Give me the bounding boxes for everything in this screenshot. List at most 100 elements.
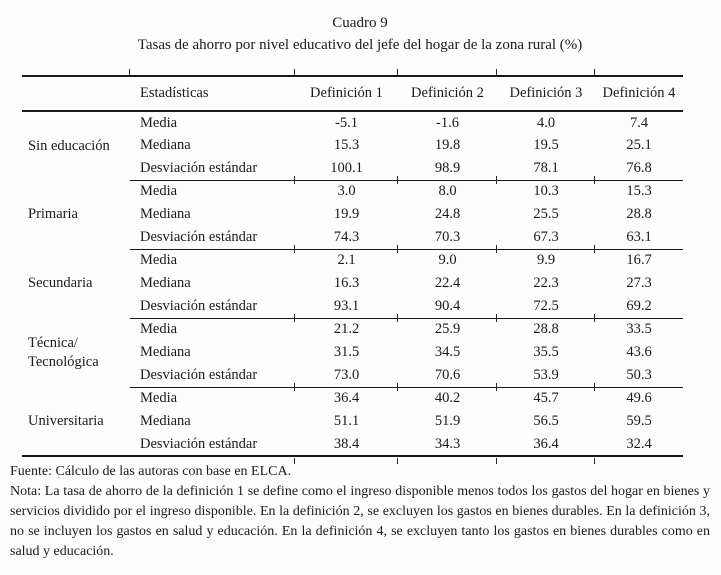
- table-row: Desviación estándar 100.1 98.9 78.1 76.8: [22, 157, 683, 180]
- value-cell: 19.5: [533, 137, 559, 153]
- table-row: Desviación estándar 73.0 70.6 53.9 50.3: [22, 364, 683, 387]
- value-cell: 69.2: [626, 297, 652, 314]
- value-cell: 31.5: [333, 344, 360, 360]
- table-row: Primaria Media 3.0 8.0 10.3 15.3: [22, 176, 683, 222]
- value-cell: 10.3: [496, 176, 595, 203]
- value-cell: 8.0: [397, 176, 497, 203]
- savings-rate-table: Estadísticas Definición 1 Definición 2 D…: [22, 68, 683, 464]
- header-estadisticas: Estadísticas: [129, 68, 295, 112]
- table-row: Mediana 15.3 19.8 19.5 25.1: [22, 134, 683, 157]
- value-cell: 70.3: [434, 228, 461, 245]
- table-row: Mediana 19.9 24.8 25.5 28.8: [22, 203, 683, 226]
- value-cell: 19.9: [333, 206, 360, 222]
- stat-label: Mediana: [140, 275, 191, 291]
- table-row: Desviación estándar 38.4 34.3 36.4 32.4: [22, 433, 683, 464]
- value-cell: 98.9: [434, 159, 461, 176]
- table-row: Técnica/ Tecnológica Media 21.2 25.9 28.…: [22, 314, 683, 370]
- stat-label: Desviación estándar: [140, 435, 258, 452]
- header-definicion-2: Definición 2: [397, 68, 497, 112]
- value-cell: 32.4: [594, 433, 683, 464]
- value-cell: 25.1: [626, 137, 652, 153]
- table-row: Sin educación Media -5.1 -1.6 4.0 7.4: [22, 111, 683, 154]
- value-cell: 9.0: [397, 245, 497, 272]
- value-cell: 16.3: [333, 275, 360, 291]
- header-definicion-3: Definición 3: [496, 68, 595, 112]
- value-cell: 3.0: [294, 176, 398, 203]
- value-cell: 22.4: [434, 275, 461, 291]
- document-page: Cuadro 9 Tasas de ahorro por nivel educa…: [10, 15, 710, 559]
- group-label-sin-educacion: Sin educación: [28, 137, 110, 154]
- value-cell: 19.8: [434, 137, 461, 153]
- value-cell: 74.3: [333, 228, 360, 245]
- stat-label: Media: [130, 248, 295, 272]
- value-cell: 43.6: [626, 344, 652, 360]
- value-cell: 2.1: [294, 245, 398, 272]
- value-cell: 16.7: [594, 245, 683, 272]
- value-cell: 63.1: [626, 228, 652, 245]
- value-cell: 35.5: [533, 344, 559, 360]
- value-cell: 38.4: [294, 433, 398, 464]
- value-cell: 73.0: [333, 366, 360, 383]
- value-cell: 28.8: [626, 206, 652, 222]
- table-row: Universitaria Media 36.4 40.2 45.7 49.6: [22, 383, 683, 429]
- header-row: Estadísticas Definición 1 Definición 2 D…: [22, 68, 683, 112]
- header-definicion-4: Definición 4: [594, 68, 683, 112]
- value-cell: 25.5: [533, 206, 559, 222]
- value-cell: 51.1: [333, 413, 360, 429]
- value-cell: 53.9: [533, 366, 559, 383]
- value-cell: 15.3: [594, 176, 683, 203]
- stat-label: Desviación estándar: [140, 297, 258, 314]
- value-cell: 21.2: [294, 314, 398, 341]
- stat-label: Mediana: [140, 344, 191, 360]
- stat-label: Desviación estándar: [140, 228, 258, 245]
- stat-label: Media: [130, 317, 295, 341]
- header-definicion-1: Definición 1: [294, 68, 398, 112]
- value-cell: -5.1: [335, 114, 358, 131]
- value-cell: 67.3: [533, 228, 559, 245]
- value-cell: 24.8: [434, 206, 461, 222]
- table-row: Mediana 31.5 34.5 35.5 43.6: [22, 341, 683, 364]
- value-cell: 40.2: [397, 383, 497, 410]
- value-cell: 28.8: [496, 314, 595, 341]
- group-label-secundaria: Secundaria: [28, 275, 93, 291]
- stat-label: Media: [130, 386, 295, 410]
- stat-label: Media: [130, 179, 295, 203]
- group-label-primaria: Primaria: [28, 206, 78, 222]
- value-cell: 34.5: [434, 344, 461, 360]
- source-note: Fuente: Cálculo de las autoras con base …: [10, 464, 292, 479]
- footnote: Nota: La tasa de ahorro de la definición…: [10, 484, 710, 559]
- value-cell: 27.3: [626, 275, 652, 291]
- value-cell: 15.3: [333, 137, 360, 153]
- value-cell: 50.3: [626, 366, 652, 383]
- value-cell: 9.9: [496, 245, 595, 272]
- value-cell: 51.9: [434, 413, 461, 429]
- table-row: Mediana 16.3 22.4 22.3 27.3: [22, 272, 683, 295]
- group-label-universitaria: Universitaria: [28, 412, 104, 429]
- value-cell: 36.4: [496, 433, 595, 464]
- value-cell: 7.4: [629, 114, 649, 131]
- group-label-tecnica-tecnologica: Técnica/ Tecnológica: [28, 334, 99, 370]
- value-cell: 22.3: [533, 275, 559, 291]
- value-cell: 33.5: [594, 314, 683, 341]
- value-cell: 4.0: [536, 114, 556, 131]
- header-empty-cell: [22, 76, 130, 112]
- stat-label: Desviación estándar: [140, 159, 258, 176]
- value-cell: 90.4: [434, 297, 461, 314]
- value-cell: -1.6: [436, 114, 459, 131]
- value-cell: 59.5: [626, 413, 652, 429]
- value-cell: 25.9: [397, 314, 497, 341]
- value-cell: 45.7: [496, 383, 595, 410]
- value-cell: 49.6: [594, 383, 683, 410]
- value-cell: 93.1: [333, 297, 360, 314]
- stat-label: Mediana: [140, 413, 191, 429]
- table-row: Mediana 51.1 51.9 56.5 59.5: [22, 410, 683, 433]
- value-cell: 36.4: [294, 383, 398, 410]
- table-row: Secundaria Media 2.1 9.0 9.9 16.7: [22, 245, 683, 291]
- table-row: Desviación estándar 93.1 90.4 72.5 69.2: [22, 295, 683, 318]
- stat-label: Media: [140, 114, 178, 131]
- page-title: Tasas de ahorro por nivel educativo del …: [137, 37, 583, 53]
- table-row: Desviación estándar 74.3 70.3 67.3 63.1: [22, 226, 683, 249]
- stat-label: Mediana: [140, 206, 191, 222]
- stat-label: Desviación estándar: [140, 366, 258, 383]
- table-caption: Cuadro 9: [332, 15, 388, 31]
